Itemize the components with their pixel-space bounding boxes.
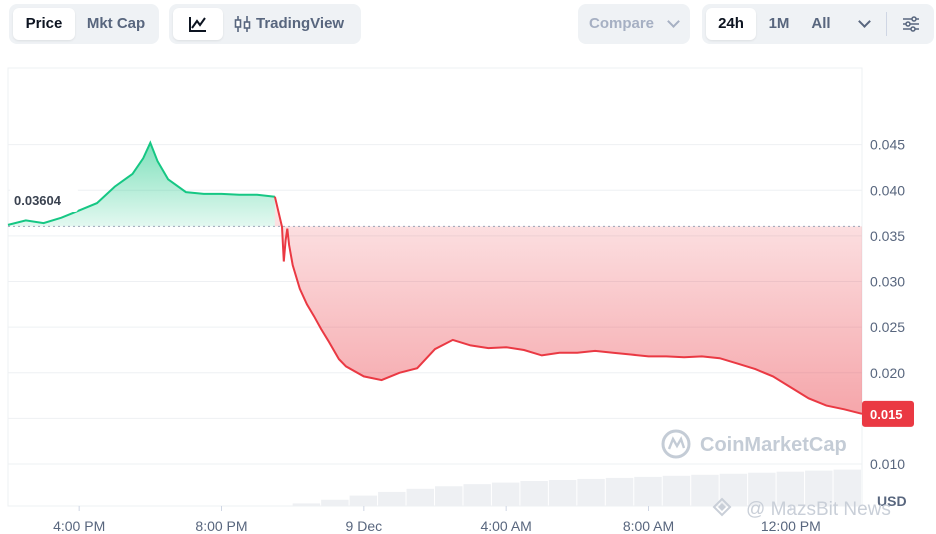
range-more-button[interactable] <box>846 8 882 40</box>
watermark-brand: CoinMarketCap <box>700 434 847 456</box>
volume-bar <box>833 469 861 506</box>
range-1m[interactable]: 1M <box>768 15 790 32</box>
chart-type-toggle: TradingView <box>169 4 361 44</box>
volume-bar <box>776 471 805 506</box>
view-toggle: Price Mkt Cap <box>9 4 159 44</box>
current-price-label: 0.015 <box>862 400 914 427</box>
area-below-reference <box>274 196 862 414</box>
tradingview-label: TradingView <box>256 15 345 32</box>
compare-dropdown[interactable]: Compare <box>578 4 690 44</box>
volume-bar <box>577 478 605 506</box>
volume-bar <box>662 475 691 506</box>
tradingview-button[interactable]: TradingView <box>227 8 357 40</box>
x-axis: 4:00 PM 8:00 PM 9 Dec 4:00 AM 8:00 AM 12:00 P… <box>53 506 821 534</box>
x-tick-label: 8:00 PM <box>195 518 247 534</box>
tab-price[interactable]: Price <box>13 8 75 40</box>
reference-price-label: 0.03604 <box>10 188 78 212</box>
y-unit-label: USD <box>877 493 907 509</box>
volume-bar <box>406 488 434 506</box>
price-chart[interactable]: CoinMarketCap 0.045 0.040 0.035 0.030 0.025 0… <box>0 50 936 534</box>
coinmarketcap-watermark: CoinMarketCap <box>661 429 847 459</box>
range-24h[interactable]: 24h <box>706 8 756 40</box>
chart-toolbar: Price Mkt Cap TradingView Compare 24h 1M… <box>0 0 936 50</box>
x-tick-label: 12:00 PM <box>761 518 821 534</box>
volume-bar <box>520 481 548 506</box>
line-chart-button[interactable] <box>173 8 223 40</box>
watermark-source: @ MazsBit News <box>746 499 891 520</box>
volume-bars <box>292 469 861 506</box>
compare-label: Compare <box>589 15 655 32</box>
x-tick-label: 4:00 PM <box>53 518 105 534</box>
volume-bar <box>805 470 833 506</box>
y-tick-label: 0.045 <box>870 137 905 153</box>
range-toggle: 24h 1M All <box>702 4 934 44</box>
volume-bar <box>292 503 321 506</box>
volume-bar <box>378 491 406 506</box>
line-chart-icon <box>189 17 206 32</box>
volume-bar <box>634 476 662 506</box>
area-above-reference <box>8 142 275 227</box>
x-tick-label: 8:00 AM <box>623 518 674 534</box>
volume-bar <box>748 472 776 506</box>
range-all[interactable]: All <box>811 15 831 32</box>
y-tick-label: 0.010 <box>870 456 905 472</box>
volume-bar <box>321 499 349 506</box>
chevron-down-icon <box>858 15 871 28</box>
y-tick-label: 0.025 <box>870 319 905 335</box>
chart-settings-button[interactable] <box>894 8 928 40</box>
y-tick-label: 0.035 <box>870 228 905 244</box>
y-tick-label: 0.030 <box>870 274 905 290</box>
volume-bar <box>435 486 463 506</box>
sliders-icon <box>903 16 919 32</box>
x-tick-label: 4:00 AM <box>480 518 531 534</box>
candlestick-icon <box>234 16 251 32</box>
reference-price-text: 0.03604 <box>14 193 62 208</box>
volume-bar <box>349 495 378 506</box>
volume-bar <box>491 482 520 506</box>
y-tick-label: 0.020 <box>870 365 905 381</box>
y-tick-label: 0.040 <box>870 182 905 198</box>
price-line-down <box>273 196 863 415</box>
volume-bar <box>691 474 719 506</box>
x-tick-label: 9 Dec <box>346 518 383 534</box>
source-watermark: @ MazsBit News <box>712 497 891 520</box>
divider <box>886 12 887 36</box>
current-price-text: 0.015 <box>870 407 903 422</box>
tab-mkt-cap[interactable]: Mkt Cap <box>86 15 146 32</box>
chevron-down-icon <box>667 15 680 28</box>
volume-bar <box>463 484 491 506</box>
volume-bar <box>605 477 634 506</box>
volume-bar <box>548 480 577 506</box>
price-line-up <box>7 140 276 226</box>
